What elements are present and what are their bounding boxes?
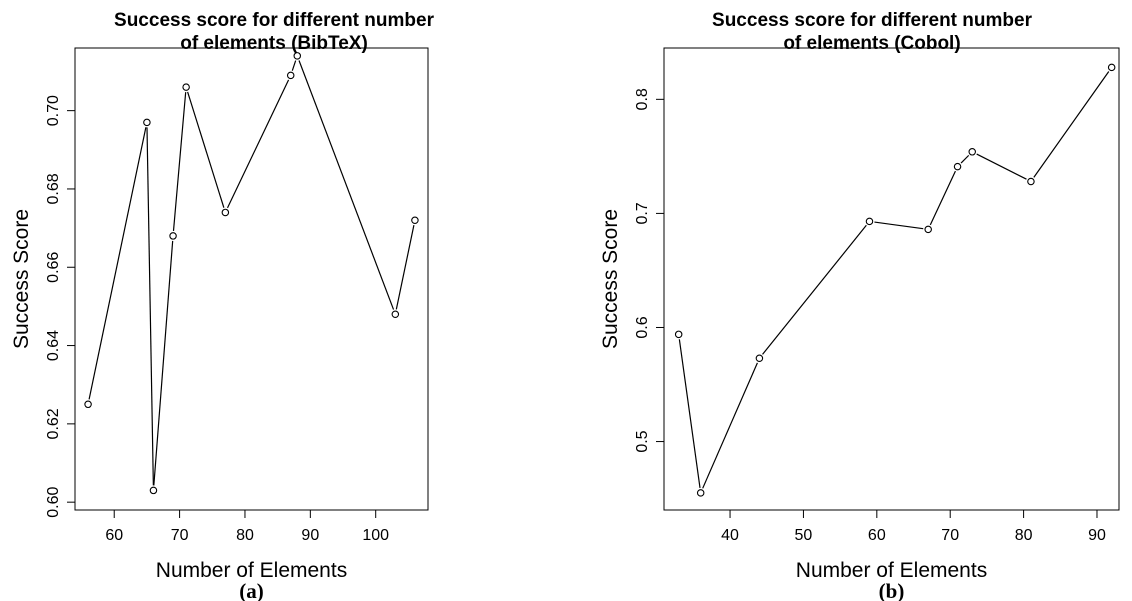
- x-tick-label: 80: [236, 527, 254, 544]
- chart-title-line: of elements (Cobol): [783, 33, 960, 54]
- series-line-segment: [153, 240, 174, 486]
- series-line-segment: [88, 127, 147, 400]
- series-line-segment: [702, 362, 758, 489]
- y-axis-label: Success Score: [599, 209, 622, 349]
- panel-label: (a): [239, 579, 264, 601]
- data-point: [674, 330, 683, 339]
- y-tick-label: 0.5: [634, 430, 651, 452]
- panel-label: (b): [879, 579, 905, 601]
- series-line-segment: [960, 154, 970, 164]
- y-axis-label: Success Score: [10, 209, 33, 349]
- x-tick-label: 40: [721, 527, 739, 544]
- series-line-segment: [762, 224, 867, 355]
- series-line-segment: [874, 221, 924, 230]
- x-tick-label: 90: [301, 527, 319, 544]
- series-line-segment: [976, 153, 1027, 180]
- x-axis-label: Number of Elements: [796, 559, 987, 582]
- data-point: [968, 148, 976, 156]
- data-point: [411, 216, 419, 225]
- series-line-segment: [146, 127, 154, 486]
- x-tick-label: 100: [362, 527, 389, 544]
- data-point: [755, 354, 764, 363]
- y-tick-label: 0.62: [45, 408, 62, 439]
- series-line-segment: [226, 79, 290, 209]
- data-point: [1107, 63, 1116, 72]
- data-point: [221, 208, 230, 217]
- plot-frame: [663, 47, 1120, 511]
- series-line-segment: [929, 170, 956, 226]
- y-tick-label: 0.66: [45, 252, 62, 283]
- x-tick-label: 70: [171, 527, 189, 544]
- y-tick-label: 0.7: [634, 202, 651, 224]
- series-line-segment: [172, 92, 187, 232]
- chart-title-line: Success score for different number: [114, 10, 435, 31]
- y-tick-label: 0.70: [45, 95, 62, 126]
- x-tick-label: 50: [795, 527, 813, 544]
- series-line-segment: [678, 339, 701, 489]
- data-point: [169, 232, 177, 240]
- y-tick-label: 0.68: [45, 173, 62, 204]
- chart-title-line: Success score for different number: [712, 10, 1033, 31]
- data-point: [84, 400, 92, 409]
- y-tick-label: 0.60: [45, 486, 62, 517]
- data-point: [293, 52, 302, 60]
- x-tick-label: 60: [105, 527, 123, 544]
- data-point: [286, 71, 295, 80]
- series-line-segment: [291, 60, 297, 71]
- data-point: [182, 83, 190, 91]
- data-point: [865, 217, 874, 226]
- series-line-segment: [1033, 71, 1110, 178]
- data-point: [149, 486, 158, 495]
- x-tick-label: 70: [941, 527, 959, 544]
- data-point: [696, 489, 705, 497]
- x-tick-label: 80: [1015, 527, 1033, 544]
- series-line-segment: [395, 225, 415, 310]
- x-axis-label: Number of Elements: [156, 559, 347, 582]
- series-line-segment: [298, 60, 395, 310]
- data-point: [143, 118, 151, 127]
- y-tick-label: 0.64: [45, 330, 62, 361]
- series-line-segment: [187, 91, 225, 208]
- y-tick-label: 0.6: [634, 316, 651, 338]
- data-point: [1027, 177, 1035, 186]
- x-tick-label: 90: [1088, 527, 1106, 544]
- data-point: [924, 225, 932, 234]
- plot-frame: [74, 47, 429, 511]
- chart-title-line: of elements (BibTeX): [180, 33, 368, 54]
- y-tick-label: 0.8: [634, 88, 651, 110]
- data-point: [953, 162, 962, 171]
- x-tick-label: 60: [868, 527, 886, 544]
- data-point: [391, 310, 400, 318]
